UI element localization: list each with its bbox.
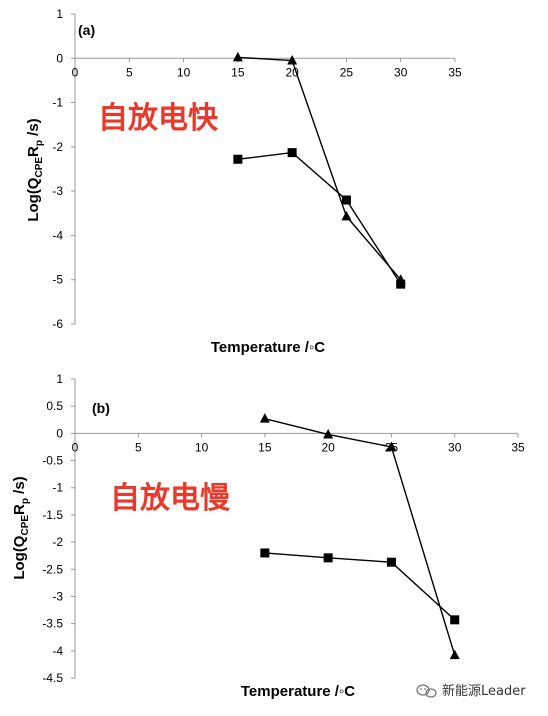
data-point-square bbox=[260, 548, 270, 558]
y-tick-label: -4 bbox=[52, 228, 63, 242]
x-tick-label: 30 bbox=[448, 440, 462, 454]
y-tick-label: -5 bbox=[52, 273, 63, 287]
data-point-triangle bbox=[341, 210, 352, 221]
y-axis-label: Log(QCPERp /s) bbox=[11, 476, 31, 579]
y-tick-label: -0.5 bbox=[42, 454, 63, 468]
wechat-icon bbox=[416, 684, 437, 698]
data-point-triangle bbox=[323, 428, 334, 439]
data-point-square bbox=[233, 154, 243, 164]
series-line-triangle bbox=[264, 418, 456, 656]
x-tick-label: 35 bbox=[511, 440, 525, 454]
x-tick-label: 20 bbox=[285, 65, 299, 79]
y-tick-label: -2 bbox=[52, 140, 63, 154]
x-tick-label: 0 bbox=[72, 440, 79, 454]
y-axis-label-part: R bbox=[25, 146, 42, 157]
x-tick-label: 5 bbox=[126, 65, 133, 79]
data-point-triangle bbox=[259, 413, 270, 423]
series-line-square bbox=[237, 151, 402, 285]
annotation-text: 自放电慢 bbox=[110, 481, 231, 516]
watermark-text: 新能源Leader bbox=[442, 683, 526, 699]
x-tick-label: 30 bbox=[394, 65, 408, 79]
data-point-square bbox=[450, 615, 460, 625]
x-tick-label: 25 bbox=[340, 65, 354, 79]
y-tick-label: 1 bbox=[56, 372, 63, 386]
y-tick-label: -3 bbox=[52, 184, 63, 198]
chart-panel-a: 10-1-2-3-4-5-60 5 10 15 20 25 30 35(a)自放电快Tempe… bbox=[25, 7, 462, 356]
y-tick-label: 1 bbox=[56, 7, 63, 21]
data-point-square bbox=[386, 557, 396, 567]
data-point-triangle bbox=[449, 649, 460, 660]
x-tick-label: 5 bbox=[135, 440, 142, 454]
x-axis-label: Temperature /◦C bbox=[241, 683, 355, 700]
y-tick-label: -3.5 bbox=[42, 617, 63, 631]
y-tick-label: -4.5 bbox=[42, 671, 63, 685]
y-tick-label: -2.5 bbox=[42, 562, 63, 576]
y-axis-label-subscript: p bbox=[20, 498, 31, 504]
y-axis-label-part: /s) bbox=[11, 476, 28, 498]
x-tick-label: 15 bbox=[258, 440, 272, 454]
y-tick-label: -1.5 bbox=[42, 508, 63, 522]
x-tick-label: 10 bbox=[195, 440, 209, 454]
panel-label: (a) bbox=[78, 22, 95, 38]
y-tick-label: 0 bbox=[56, 51, 63, 65]
x-tick-label: 20 bbox=[321, 440, 335, 454]
watermark: 新能源Leader bbox=[416, 683, 526, 699]
y-axis-label-subscript: CPE bbox=[34, 157, 45, 178]
panel-label: (b) bbox=[92, 400, 110, 416]
y-tick-label: -6 bbox=[52, 317, 63, 331]
y-tick-label: -1 bbox=[52, 481, 63, 495]
y-tick-label: -1 bbox=[52, 96, 63, 110]
data-point-triangle bbox=[386, 441, 397, 451]
data-point-square bbox=[287, 148, 297, 158]
data-point-square bbox=[341, 195, 351, 205]
x-tick-label: 0 bbox=[72, 65, 79, 79]
series-line-square bbox=[264, 552, 456, 621]
chart-panel-b: 1 0.5 0 -0.5 -1 -1.5 -2 -2.5 -3 -3.5 -4 -4.5 0 5 10 15 2… bbox=[11, 372, 525, 700]
x-tick-label: 10 bbox=[177, 65, 191, 79]
y-tick-label: 0 bbox=[56, 426, 63, 440]
annotation-text: 自放电快 bbox=[98, 101, 219, 136]
y-axis-label-part: Log(Q bbox=[25, 177, 42, 221]
series-line-triangle bbox=[237, 56, 402, 281]
y-tick-label: 0.5 bbox=[46, 399, 63, 413]
data-point-square bbox=[323, 553, 333, 563]
data-point-triangle bbox=[395, 274, 406, 284]
data-point-triangle bbox=[287, 55, 298, 65]
x-tick-label: 15 bbox=[231, 65, 245, 79]
y-axis-label-subscript: CPE bbox=[20, 515, 31, 536]
x-axis-label: Temperature /◦C bbox=[211, 339, 325, 356]
data-point-square bbox=[396, 279, 406, 289]
x-tick-label: 35 bbox=[448, 65, 462, 79]
y-axis-label-part: R bbox=[11, 504, 28, 515]
y-tick-label: -4 bbox=[52, 644, 63, 658]
y-tick-label: -2 bbox=[52, 535, 63, 549]
y-axis-label: Log(QCPERp /s) bbox=[25, 118, 45, 221]
y-axis-label-part: /s) bbox=[25, 118, 42, 140]
y-axis-label-part: Log(Q bbox=[11, 535, 28, 579]
y-tick-label: -3 bbox=[52, 589, 63, 603]
y-axis-label-subscript: p bbox=[34, 140, 45, 146]
data-point-triangle bbox=[232, 51, 243, 62]
